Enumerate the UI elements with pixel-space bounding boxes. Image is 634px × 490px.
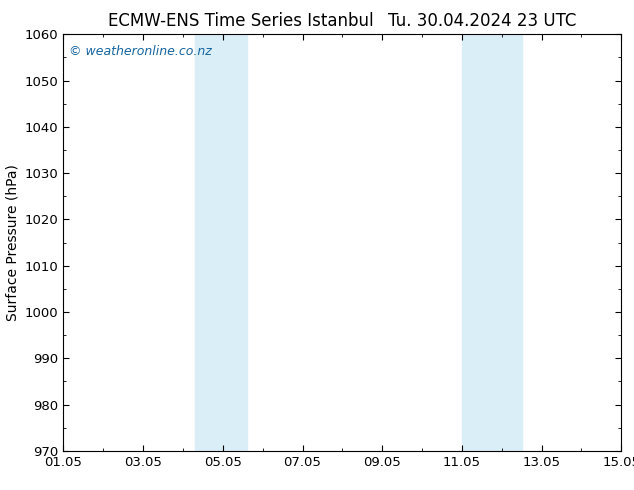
Bar	[195, 34, 247, 451]
Y-axis label: Surface Pressure (hPa): Surface Pressure (hPa)	[5, 164, 19, 321]
Text: Tu. 30.04.2024 23 UTC: Tu. 30.04.2024 23 UTC	[387, 12, 576, 30]
Text: © weatheronline.co.nz: © weatheronline.co.nz	[69, 45, 212, 58]
Text: ECMW-ENS Time Series Istanbul: ECMW-ENS Time Series Istanbul	[108, 12, 373, 30]
Bar	[462, 34, 522, 451]
